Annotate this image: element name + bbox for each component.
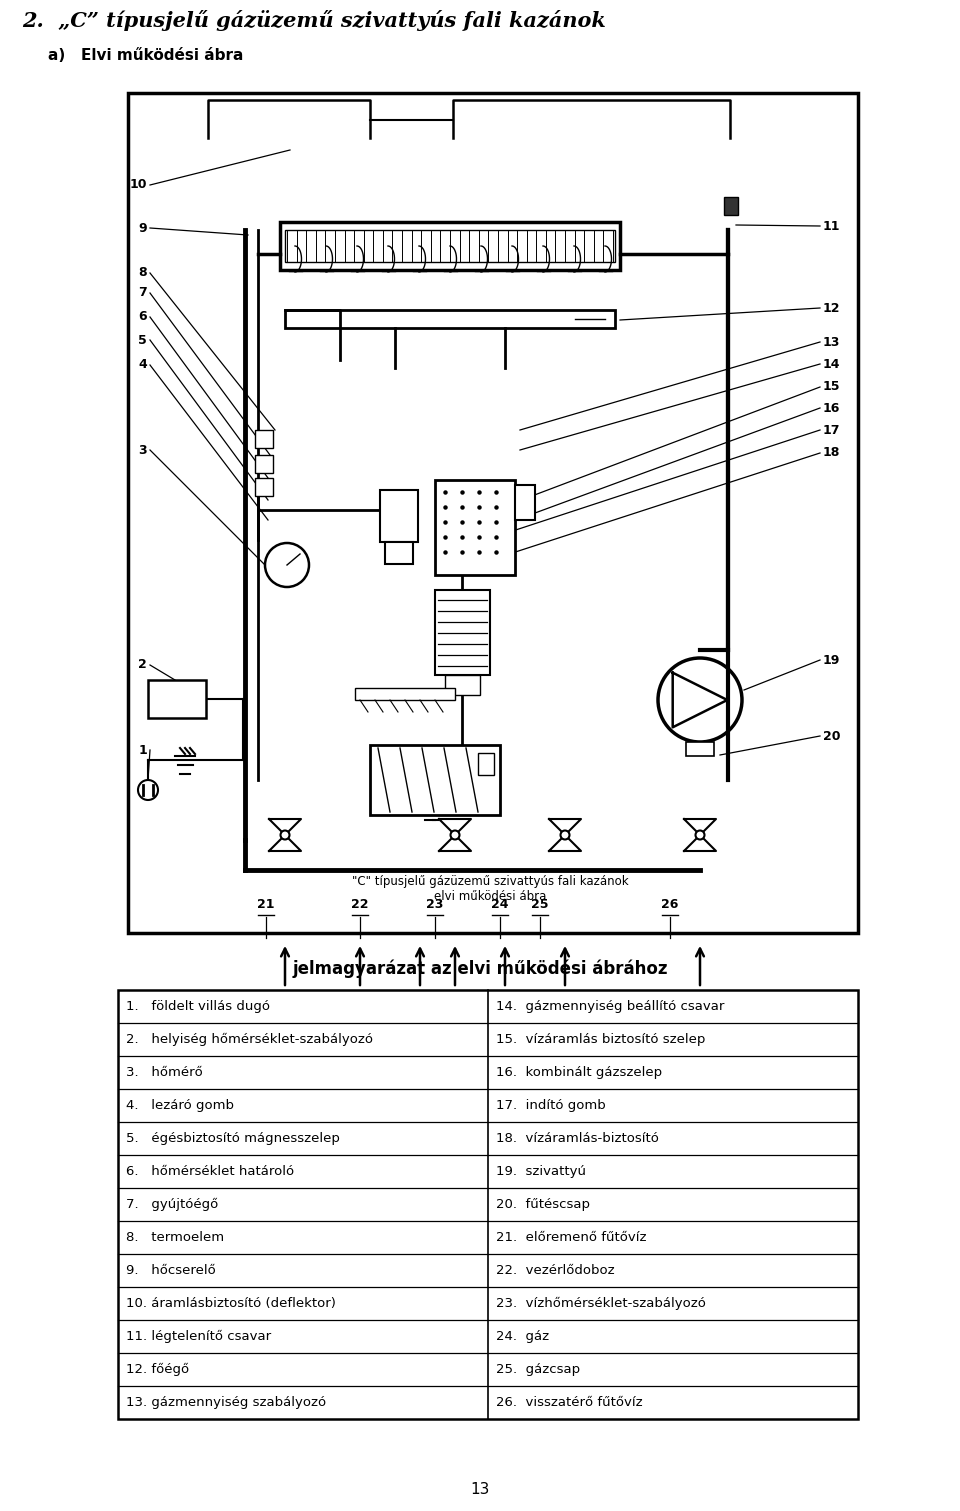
Text: 13. gázmennyiség szabályozó: 13. gázmennyiség szabályozó	[126, 1396, 326, 1408]
Text: 4.   lezáró gomb: 4. lezáró gomb	[126, 1098, 234, 1112]
Bar	[435, 480, 515, 576]
Circle shape	[138, 780, 158, 799]
Text: 8: 8	[138, 266, 147, 280]
Text: 6.   hőmérséklet határoló: 6. hőmérséklet határoló	[126, 1165, 294, 1179]
Text: 17: 17	[823, 423, 841, 437]
Text: 22: 22	[351, 899, 369, 911]
Text: 14.  gázmennyiség beállító csavar: 14. gázmennyiség beállító csavar	[496, 1000, 725, 1012]
Text: 25.  gázcsap: 25. gázcsap	[496, 1363, 580, 1377]
Polygon shape	[269, 836, 301, 851]
Bar	[355, 688, 455, 700]
Text: 15: 15	[823, 381, 841, 393]
Text: 18.  vízáramlás-biztosító: 18. vízáramlás-biztosító	[496, 1132, 659, 1145]
Text: 12: 12	[823, 302, 841, 314]
Bar	[478, 752, 494, 775]
Text: 11: 11	[823, 219, 841, 233]
Text: 10: 10	[130, 178, 147, 192]
Text: 2: 2	[138, 659, 147, 671]
Text: 13: 13	[470, 1482, 490, 1497]
Bar	[280, 222, 620, 270]
Text: 26: 26	[661, 899, 679, 911]
Circle shape	[280, 831, 290, 840]
Bar	[285, 230, 615, 261]
Bar	[255, 477, 273, 496]
Text: 23: 23	[426, 899, 444, 911]
Text: 20.  fűtéscsap: 20. fűtéscsap	[496, 1198, 590, 1210]
Bar	[380, 490, 418, 542]
Text: 8.   termoelem: 8. termoelem	[126, 1231, 224, 1244]
Text: 15.  vízáramlás biztosító szelep: 15. vízáramlás biztosító szelep	[496, 1034, 706, 1046]
Bar	[686, 742, 714, 756]
Text: 24: 24	[492, 899, 509, 911]
Text: 16.  kombinált gázszelep: 16. kombinált gázszelep	[496, 1065, 662, 1079]
Text: 23.  vízhőmérséklet-szabályozó: 23. vízhőmérséklet-szabályozó	[496, 1296, 706, 1310]
Bar	[128, 94, 858, 932]
Text: 26.  visszatérő fűtővíz: 26. visszatérő fűtővíz	[496, 1396, 642, 1408]
Polygon shape	[684, 836, 716, 851]
Text: 6: 6	[138, 310, 147, 323]
Text: 10. áramlásbiztosító (deflektor): 10. áramlásbiztosító (deflektor)	[126, 1296, 336, 1310]
Polygon shape	[549, 836, 581, 851]
Text: 9.   hőcserelő: 9. hőcserelő	[126, 1265, 216, 1277]
Text: 25: 25	[531, 899, 549, 911]
Bar	[285, 310, 615, 328]
Text: 9: 9	[138, 222, 147, 234]
Text: 7.   gyújtóégő: 7. gyújtóégő	[126, 1198, 218, 1212]
Text: 21.  előremenő fűtővíz: 21. előremenő fűtővíz	[496, 1231, 646, 1244]
Polygon shape	[549, 819, 581, 836]
Text: 3.   hőmérő: 3. hőmérő	[126, 1065, 203, 1079]
Text: 24.  gáz: 24. gáz	[496, 1330, 549, 1343]
Text: a)   Elvi működési ábra: a) Elvi működési ábra	[48, 48, 244, 63]
Polygon shape	[439, 819, 471, 836]
Circle shape	[450, 831, 460, 840]
Text: 2.   helyiség hőmérséklet-szabályozó: 2. helyiség hőmérséklet-szabályozó	[126, 1034, 373, 1046]
Text: 13: 13	[823, 335, 840, 349]
Circle shape	[561, 831, 569, 840]
Bar	[435, 589, 490, 675]
Polygon shape	[684, 819, 716, 836]
Bar	[724, 196, 738, 215]
Text: jelmagyarázat az elvi működési ábrához: jelmagyarázat az elvi működési ábrához	[292, 959, 668, 979]
Text: 1.   földelt villás dugó: 1. földelt villás dugó	[126, 1000, 270, 1012]
Bar	[255, 455, 273, 473]
Bar	[255, 431, 273, 447]
Bar	[118, 990, 858, 1419]
Text: 19: 19	[823, 653, 840, 666]
Text: 3: 3	[138, 444, 147, 456]
Circle shape	[695, 831, 705, 840]
Text: 14: 14	[823, 358, 841, 370]
Text: 12. főégő: 12. főégő	[126, 1363, 189, 1377]
Text: 18: 18	[823, 446, 840, 459]
Text: 21: 21	[257, 899, 275, 911]
Text: elvi működési ábra: elvi működési ábra	[434, 890, 546, 904]
Bar	[385, 542, 413, 564]
Text: 22.  vezérlődoboz: 22. vezérlődoboz	[496, 1265, 614, 1277]
Text: 1: 1	[138, 743, 147, 757]
Bar	[515, 485, 535, 520]
Text: 16: 16	[823, 402, 840, 414]
Text: 17.  indító gomb: 17. indító gomb	[496, 1098, 606, 1112]
Text: 20: 20	[823, 730, 841, 742]
Text: "C" típusjelű gázüzemű szivattyús fali kazánok: "C" típusjelű gázüzemű szivattyús fali k…	[351, 875, 628, 888]
Text: 5.   égésbiztosító mágnesszelep: 5. égésbiztosító mágnesszelep	[126, 1132, 340, 1145]
Text: 19.  szivattyú: 19. szivattyú	[496, 1165, 586, 1179]
Text: 5: 5	[138, 334, 147, 346]
Polygon shape	[439, 836, 471, 851]
Bar	[445, 675, 480, 695]
Polygon shape	[269, 819, 301, 836]
Text: 4: 4	[138, 358, 147, 372]
Text: 7: 7	[138, 287, 147, 299]
Text: 2.  „C” típusjelű gázüzemű szivattyús fali kazánok: 2. „C” típusjelű gázüzemű szivattyús fal…	[22, 11, 606, 32]
Bar	[148, 680, 206, 718]
Bar	[370, 745, 500, 814]
Text: 11. légtelenítő csavar: 11. légtelenítő csavar	[126, 1330, 271, 1343]
